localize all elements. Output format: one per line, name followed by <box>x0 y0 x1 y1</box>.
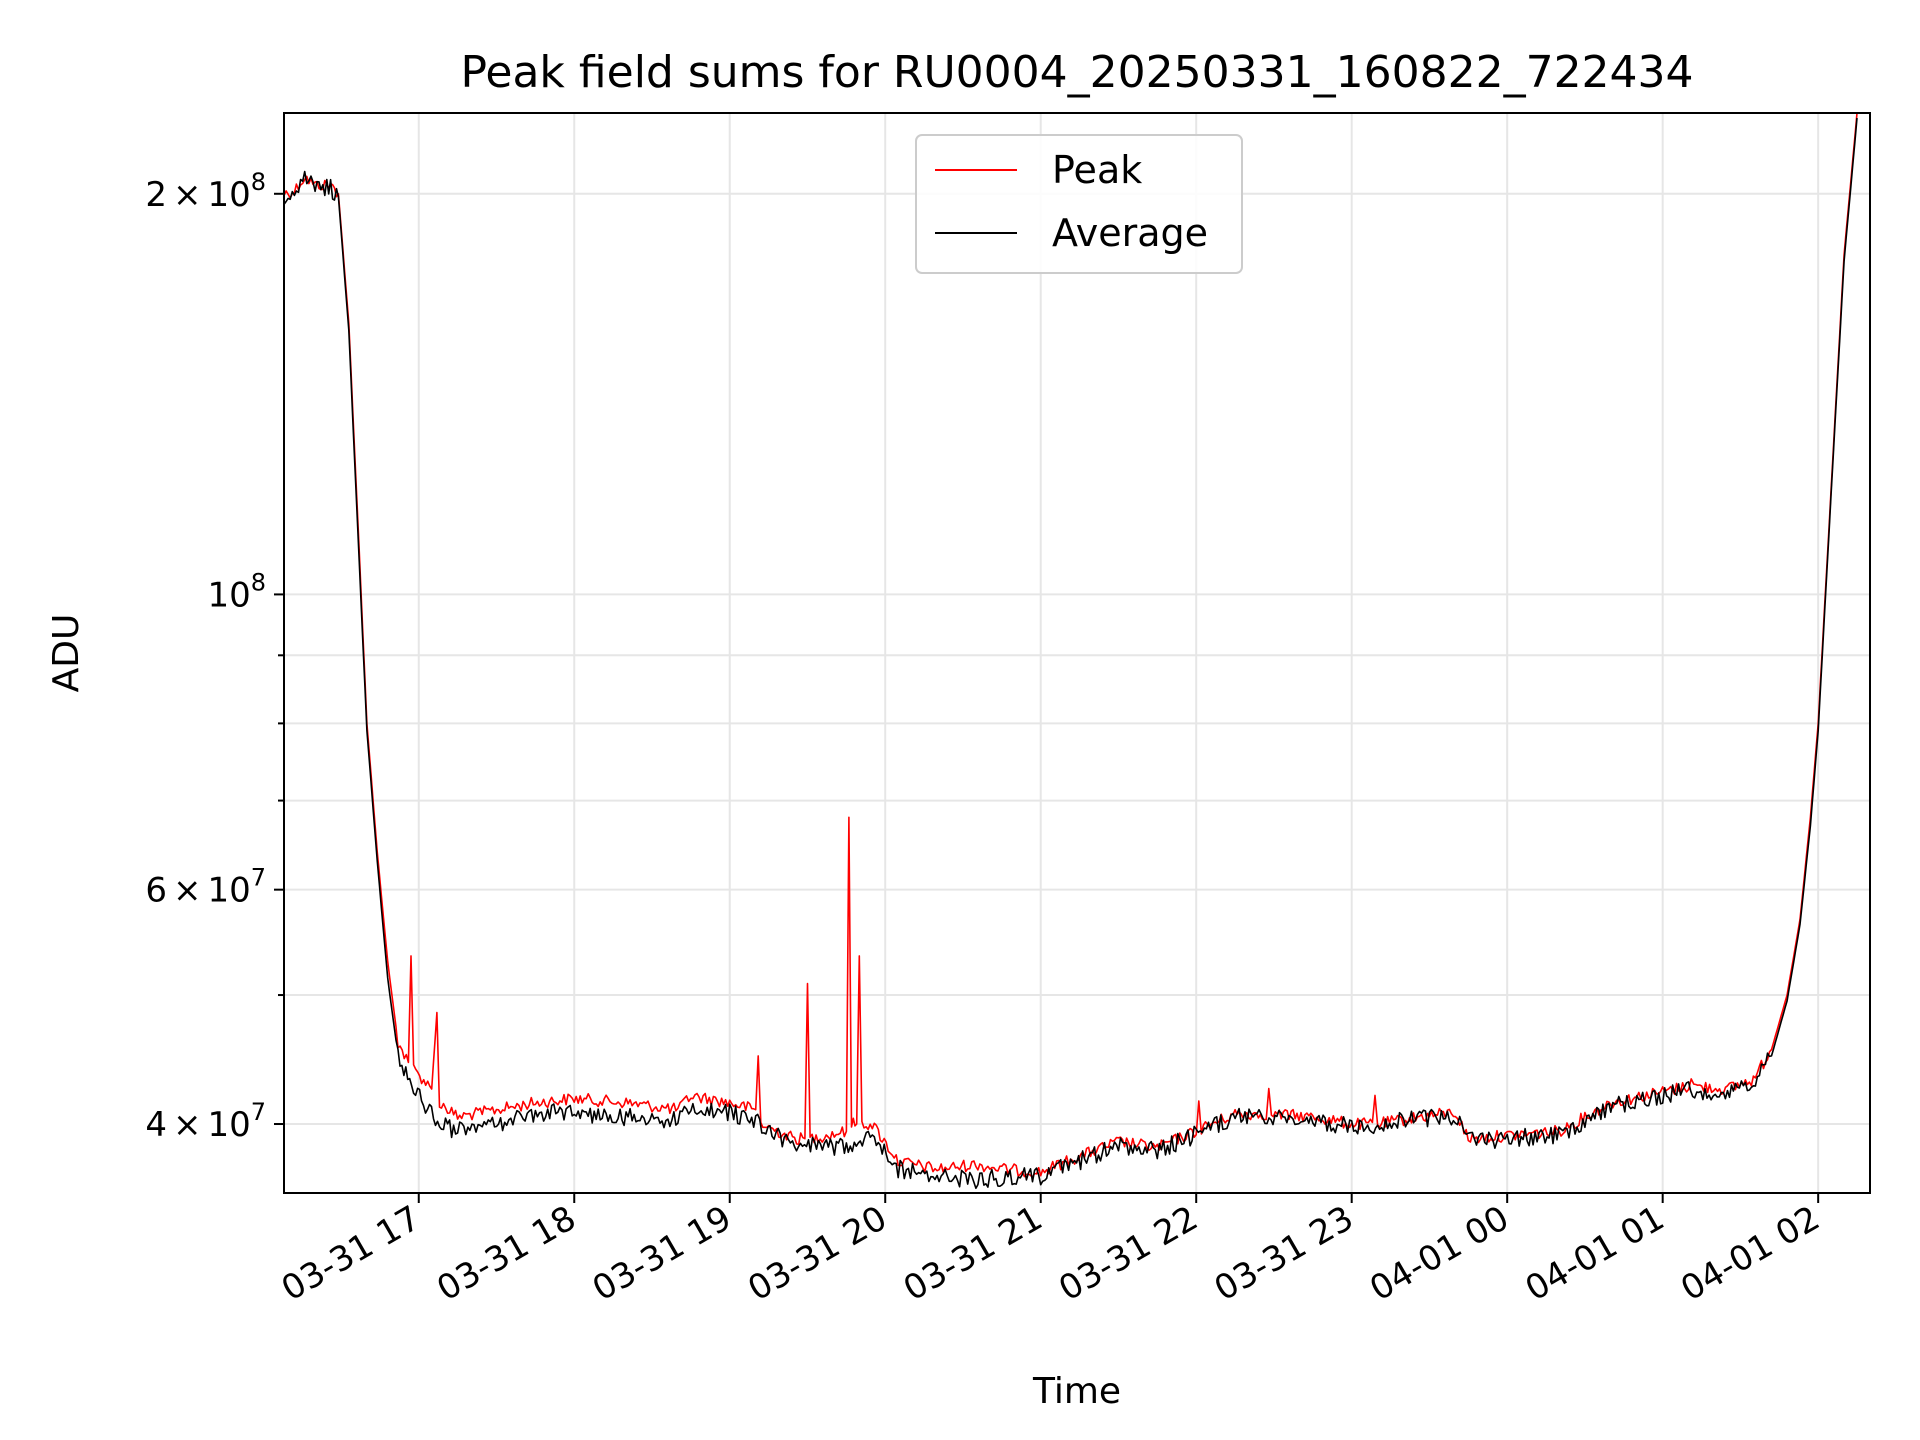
data-series <box>284 113 1858 1190</box>
y-axis-title: ADU <box>46 614 87 693</box>
y-tick-label: 2 × 108 <box>145 168 266 215</box>
chart-title: Peak field sums for RU0004_20250331_1608… <box>460 47 1693 98</box>
legend: Peak Average <box>915 134 1243 274</box>
x-tick-label: 03-31 18 <box>430 1198 582 1309</box>
series-line-average <box>284 117 1858 1190</box>
y-axis-ticks: 4 × 107 6 × 107 108 2 × 108 <box>145 168 284 1145</box>
x-tick-label: 03-31 19 <box>586 1198 738 1309</box>
y-tick-label: 108 <box>207 568 266 615</box>
x-axis-title: Time <box>1032 1371 1121 1412</box>
x-tick-label: 03-31 17 <box>275 1198 427 1309</box>
x-tick-label: 04-01 02 <box>1674 1198 1826 1309</box>
series-line-peak <box>284 113 1858 1179</box>
x-tick-label: 04-01 00 <box>1363 1198 1515 1309</box>
x-tick-label: 03-31 23 <box>1208 1198 1360 1309</box>
y-tick-label: 6 × 107 <box>145 864 266 911</box>
x-tick-label: 04-01 01 <box>1519 1198 1671 1309</box>
legend-label-average: Average <box>1052 211 1208 255</box>
legend-label-peak: Peak <box>1052 148 1142 192</box>
y-tick-label: 4 × 107 <box>145 1098 266 1145</box>
x-tick-label: 03-31 20 <box>741 1198 893 1309</box>
x-tick-label: 03-31 22 <box>1052 1198 1204 1309</box>
grid-lines <box>284 113 1870 1193</box>
x-tick-label: 03-31 21 <box>897 1198 1049 1309</box>
x-axis-ticks: 03-31 17 03-31 18 03-31 19 03-31 20 03-31 21… <box>275 1193 1827 1309</box>
plot-frame <box>283 112 1871 1194</box>
